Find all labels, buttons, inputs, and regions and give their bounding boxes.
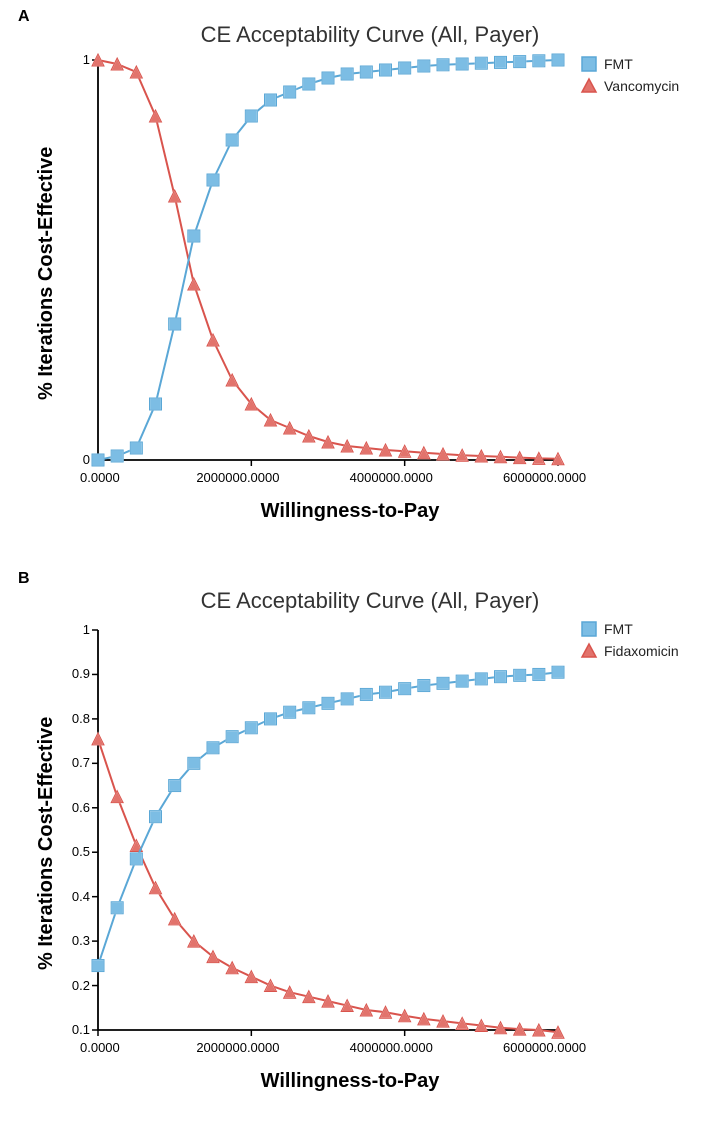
legend-item-fmt: FMT: [580, 620, 679, 638]
legend-item-vanco: Vancomycin: [580, 77, 679, 95]
triangle-icon: [580, 77, 598, 95]
ytick-label: 0.3: [64, 933, 90, 948]
xtick-label: 2000000.0000: [196, 1040, 279, 1055]
ytick-label: 0.2: [64, 978, 90, 993]
panel-b-xlabel: Willingness-to-Pay: [200, 1070, 500, 1093]
ytick-label: 0.4: [64, 889, 90, 904]
ytick-label: 0.1: [64, 1022, 90, 1037]
ytick-label: 1: [70, 52, 90, 67]
triangle-icon: [580, 642, 598, 660]
xtick-label: 4000000.0000: [350, 1040, 433, 1055]
panel-a-legend: FMT Vancomycin: [580, 55, 679, 99]
ytick-label: 0.9: [64, 666, 90, 681]
square-icon: [580, 55, 598, 73]
legend-label: FMT: [604, 621, 633, 637]
legend-label: Fidaxomicin: [604, 643, 679, 659]
panel-a-xlabel: Willingness-to-Pay: [200, 500, 500, 523]
xtick-label: 2000000.0000: [196, 470, 279, 485]
square-icon: [580, 620, 598, 638]
xtick-label: 6000000.0000: [503, 1040, 586, 1055]
xtick-label: 0.0000: [80, 1040, 120, 1055]
legend-item-fidaxo: Fidaxomicin: [580, 642, 679, 660]
ytick-label: 0: [70, 452, 90, 467]
xtick-label: 6000000.0000: [503, 470, 586, 485]
ytick-label: 0.6: [64, 800, 90, 815]
legend-item-fmt: FMT: [580, 55, 679, 73]
ytick-label: 1: [64, 622, 90, 637]
panel-b-legend: FMT Fidaxomicin: [580, 620, 679, 664]
ytick-label: 0.5: [64, 844, 90, 859]
legend-label: FMT: [604, 56, 633, 72]
xtick-label: 0.0000: [80, 470, 120, 485]
legend-label: Vancomycin: [604, 78, 679, 94]
ytick-label: 0.8: [64, 711, 90, 726]
ytick-label: 0.7: [64, 755, 90, 770]
xtick-label: 4000000.0000: [350, 470, 433, 485]
